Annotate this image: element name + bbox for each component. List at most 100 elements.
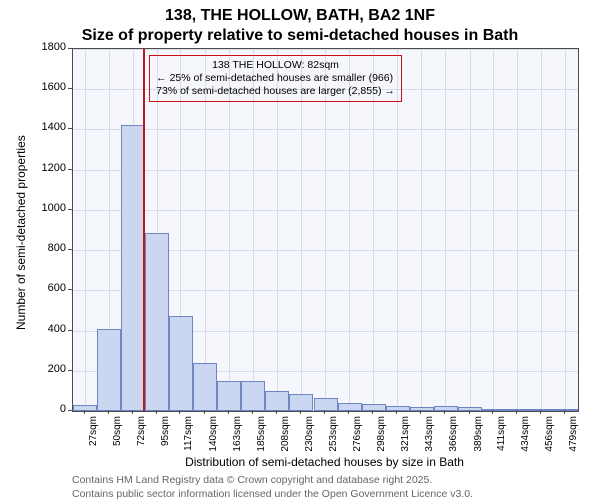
gridline-v (277, 49, 278, 411)
xtick-label: 27sqm (88, 416, 99, 456)
callout-line-2: ← 25% of semi-detached houses are smalle… (156, 72, 395, 85)
xtick-mark (564, 410, 565, 414)
histogram-bar (145, 233, 169, 411)
xtick-label: 50sqm (112, 416, 123, 456)
gridline-v (301, 49, 302, 411)
gridline-v (470, 49, 471, 411)
callout-line-1: 138 THE HOLLOW: 82sqm (156, 59, 395, 72)
ytick-label: 1000 (30, 202, 66, 214)
xtick-label: 140sqm (208, 416, 219, 456)
histogram-bar (386, 406, 410, 411)
xtick-mark (228, 410, 229, 414)
gridline-v (445, 49, 446, 411)
gridline-v (229, 49, 230, 411)
histogram-bar (121, 125, 145, 411)
callout-box: 138 THE HOLLOW: 82sqm← 25% of semi-detac… (149, 55, 402, 102)
ytick-label: 800 (30, 242, 66, 254)
xtick-label: 208sqm (280, 416, 291, 456)
histogram-bar (458, 407, 482, 411)
ytick-label: 1600 (30, 81, 66, 93)
xtick-mark (396, 410, 397, 414)
title-line-1: 138, THE HOLLOW, BATH, BA2 1NF (0, 6, 600, 26)
gridline-v (565, 49, 566, 411)
histogram-bar (241, 381, 265, 411)
xtick-label: 117sqm (183, 416, 194, 456)
histogram-bar (217, 381, 241, 411)
xtick-mark (132, 410, 133, 414)
histogram-bar (554, 409, 578, 411)
x-axis-label: Distribution of semi-detached houses by … (72, 455, 577, 469)
reference-line (143, 49, 145, 411)
ytick-mark (68, 169, 72, 170)
xtick-label: 321sqm (400, 416, 411, 456)
histogram-bar (338, 403, 362, 411)
xtick-label: 276sqm (352, 416, 363, 456)
xtick-label: 185sqm (256, 416, 267, 456)
histogram-bar (410, 407, 434, 411)
xtick-label: 298sqm (376, 416, 387, 456)
xtick-mark (84, 410, 85, 414)
gridline-v (517, 49, 518, 411)
gridline-v (541, 49, 542, 411)
gridline-v (205, 49, 206, 411)
histogram-bar (530, 409, 554, 411)
y-axis-label: Number of semi-detached properties (14, 135, 28, 330)
xtick-mark (324, 410, 325, 414)
xtick-label: 434sqm (520, 416, 531, 456)
ytick-label: 200 (30, 363, 66, 375)
gridline-v (349, 49, 350, 411)
ytick-mark (68, 410, 72, 411)
xtick-mark (108, 410, 109, 414)
caption-line-1: Contains HM Land Registry data © Crown c… (72, 474, 473, 488)
histogram-bar (314, 398, 338, 411)
histogram-bar (193, 363, 217, 411)
xtick-label: 163sqm (232, 416, 243, 456)
ytick-label: 400 (30, 323, 66, 335)
xtick-label: 389sqm (473, 416, 484, 456)
xtick-mark (540, 410, 541, 414)
ytick-label: 1800 (30, 41, 66, 53)
xtick-mark (156, 410, 157, 414)
footer-caption: Contains HM Land Registry data © Crown c… (72, 474, 473, 501)
xtick-mark (300, 410, 301, 414)
ytick-mark (68, 209, 72, 210)
gridline-v (493, 49, 494, 411)
xtick-label: 230sqm (304, 416, 315, 456)
caption-line-2: Contains public sector information licen… (72, 488, 473, 501)
ytick-mark (68, 289, 72, 290)
xtick-label: 95sqm (160, 416, 171, 456)
gridline-v (397, 49, 398, 411)
title-line-2: Size of property relative to semi-detach… (0, 26, 600, 46)
xtick-label: 456sqm (544, 416, 555, 456)
ytick-mark (68, 128, 72, 129)
histogram-bar (97, 329, 121, 411)
xtick-mark (492, 410, 493, 414)
ytick-mark (68, 88, 72, 89)
gridline-v (373, 49, 374, 411)
xtick-mark (348, 410, 349, 414)
histogram-bar (265, 391, 289, 411)
histogram-bar (434, 406, 458, 411)
callout-line-3: 73% of semi-detached houses are larger (… (156, 85, 395, 98)
ytick-label: 1400 (30, 121, 66, 133)
gridline-v (253, 49, 254, 411)
histogram-bar (289, 394, 313, 411)
xtick-mark (179, 410, 180, 414)
ytick-label: 600 (30, 282, 66, 294)
xtick-label: 253sqm (328, 416, 339, 456)
xtick-mark (252, 410, 253, 414)
xtick-label: 366sqm (448, 416, 459, 456)
xtick-label: 72sqm (136, 416, 147, 456)
gridline-v (325, 49, 326, 411)
xtick-mark (444, 410, 445, 414)
ytick-mark (68, 330, 72, 331)
histogram-bar (482, 409, 506, 411)
xtick-mark (420, 410, 421, 414)
xtick-label: 479sqm (568, 416, 579, 456)
xtick-mark (204, 410, 205, 414)
histogram-bar (73, 405, 97, 411)
xtick-mark (469, 410, 470, 414)
ytick-mark (68, 249, 72, 250)
xtick-label: 343sqm (424, 416, 435, 456)
ytick-label: 1200 (30, 162, 66, 174)
